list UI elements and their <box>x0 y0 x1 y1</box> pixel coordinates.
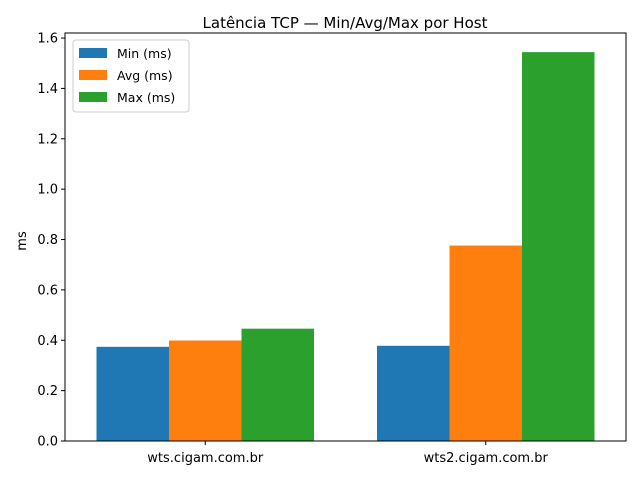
legend-label: Max (ms) <box>117 90 175 105</box>
y-tick-label: 0.2 <box>37 384 58 399</box>
bar-avg-2 <box>449 245 522 441</box>
bar-max-1 <box>241 328 314 441</box>
y-tick-label: 1.2 <box>37 132 58 147</box>
y-tick-label: 0.4 <box>37 334 58 349</box>
bar-min-1 <box>96 346 169 441</box>
axes-group: 0.0 0.2 0.4 0.6 0.8 1.0 1.2 1.4 1.6 wts.cigam.com… <box>37 32 627 466</box>
legend: Min (ms) Avg (ms) Max (ms) <box>72 39 190 113</box>
y-tick-label: 1.0 <box>37 183 58 198</box>
y-axis-label: ms <box>15 231 30 251</box>
legend-swatch <box>79 48 107 58</box>
legend-label: Min (ms) <box>117 46 172 61</box>
bar-max-2 <box>522 52 595 441</box>
plot-frame <box>64 32 627 442</box>
y-tick-label: 0.8 <box>37 233 58 248</box>
bar-avg-1 <box>169 340 242 441</box>
legend-label: Avg (ms) <box>117 68 173 83</box>
x-tick-label: wts2.cigam.com.br <box>424 451 549 466</box>
bar-min-2 <box>377 345 450 441</box>
y-tick-label: 1.4 <box>37 82 58 97</box>
bars-group <box>96 52 595 441</box>
x-tick-label: wts.cigam.com.br <box>147 451 264 466</box>
legend-swatch <box>79 70 107 80</box>
legend-swatch <box>79 92 107 102</box>
y-tick-label: 1.6 <box>37 32 58 47</box>
y-tick-label: 0.6 <box>37 283 58 298</box>
chart-title: Latência TCP — Min/Avg/Max por Host <box>203 14 488 32</box>
y-tick-label: 0.0 <box>37 435 58 450</box>
